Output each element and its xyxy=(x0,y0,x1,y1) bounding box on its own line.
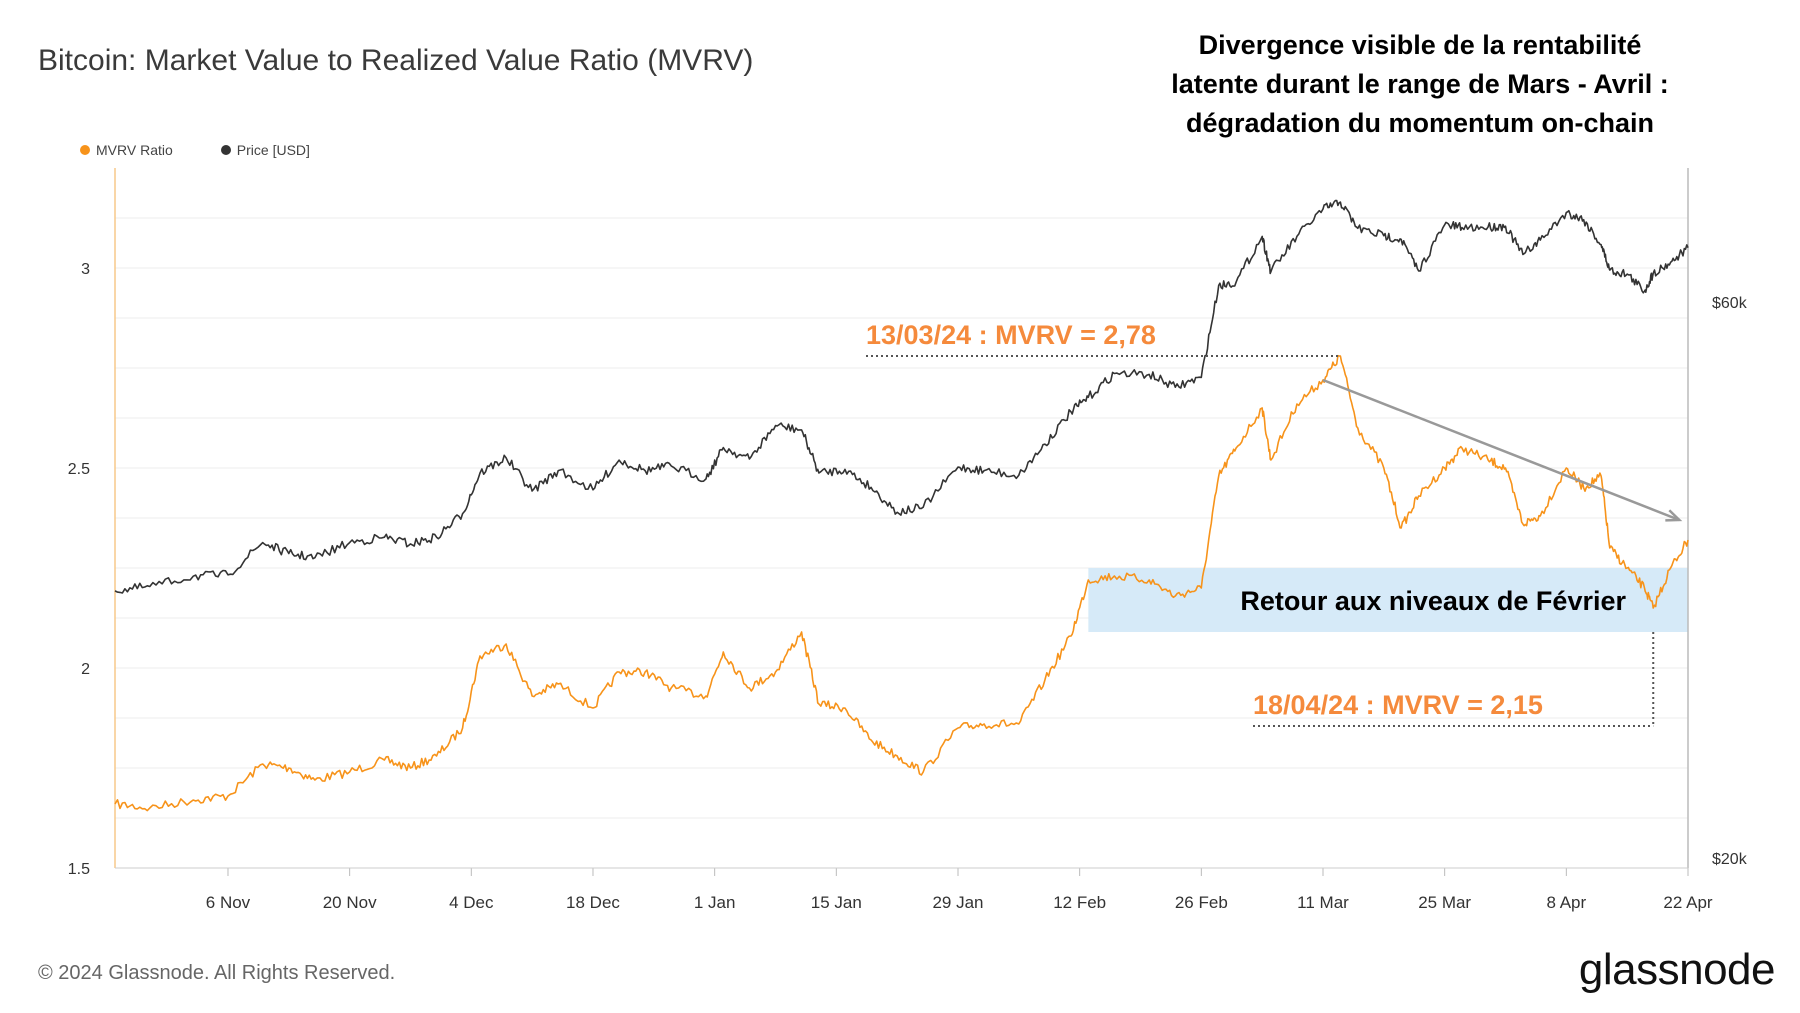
x-tick-label: 29 Jan xyxy=(932,893,983,912)
legend-dot-mvrv xyxy=(80,145,90,155)
y-axis-right: $20k $60k xyxy=(1712,295,1748,868)
legend-item-price[interactable]: Price [USD] xyxy=(220,142,310,158)
copyright-text: © 2024 Glassnode. All Rights Reserved. xyxy=(38,962,396,984)
x-tick-label: 4 Dec xyxy=(449,893,494,912)
peak-label: 13/03/24 : MVRV = 2,78 xyxy=(866,320,1156,350)
axis-lines xyxy=(114,168,1689,869)
legend-item-mvrv[interactable]: MVRV Ratio xyxy=(80,142,173,158)
x-tick-label: 6 Nov xyxy=(206,893,251,912)
x-tick-label: 26 Feb xyxy=(1175,893,1228,912)
y-right-tick-label: $20k xyxy=(1712,851,1748,868)
annotation-headline-line-2: latente durant le range de Mars - Avril … xyxy=(1171,69,1669,99)
annotation-headline-line-1: Divergence visible de la rentabilité xyxy=(1198,30,1642,60)
low-label: 18/04/24 : MVRV = 2,15 xyxy=(1253,690,1543,720)
chart-legend: MVRV Ratio Price [USD] xyxy=(80,142,310,158)
legend-label-mvrv: MVRV Ratio xyxy=(96,142,173,158)
x-tick-label: 20 Nov xyxy=(323,893,377,912)
annotation-headline: Divergence visible de la rentabilité lat… xyxy=(1170,26,1670,143)
y-tick-label: 1.5 xyxy=(68,861,90,878)
y-tick-label: 2 xyxy=(81,661,90,678)
annotation-layer: Retour aux niveaux de Février 13/03/24 : … xyxy=(866,320,1683,727)
legend-dot-price xyxy=(220,145,231,155)
series-line-mvrv xyxy=(114,354,1689,812)
february-level-box xyxy=(1088,568,1688,632)
x-tick-label: 18 Dec xyxy=(566,893,620,912)
x-tick-label: 15 Jan xyxy=(811,893,862,912)
annotation-headline-line-3: dégradation du momentum on-chain xyxy=(1185,108,1654,138)
series-layer xyxy=(114,199,1689,812)
y-tick-label: 3 xyxy=(81,261,90,278)
x-tick-label: 25 Mar xyxy=(1418,893,1471,912)
x-tick-label: 12 Feb xyxy=(1053,893,1106,912)
x-tick-label: 22 Apr xyxy=(1663,893,1712,912)
y-tick-label: 2.5 xyxy=(68,461,90,478)
legend-label-price: Price [USD] xyxy=(236,142,310,158)
y-axis-left: 1.5 2 2.5 3 xyxy=(68,261,90,878)
x-axis: 6 Nov 20 Nov 4 Dec 18 Dec 1 Jan 15 Jan 29 Jan 1… xyxy=(206,868,1713,912)
x-tick-label: 1 Jan xyxy=(694,893,736,912)
chart-title: Bitcoin: Market Value to Realized Value … xyxy=(38,44,754,77)
box-label: Retour aux niveaux de Février xyxy=(1240,586,1626,616)
x-tick-label: 11 Mar xyxy=(1297,893,1349,912)
x-tick-label: 8 Apr xyxy=(1546,893,1586,912)
trend-arrow-head xyxy=(1665,509,1683,522)
y-right-tick-label: $60k xyxy=(1712,295,1748,312)
glassnode-logo: glassnode xyxy=(1578,945,1776,994)
trend-arrow-line xyxy=(1322,378,1680,522)
series-line-price xyxy=(114,199,1689,594)
